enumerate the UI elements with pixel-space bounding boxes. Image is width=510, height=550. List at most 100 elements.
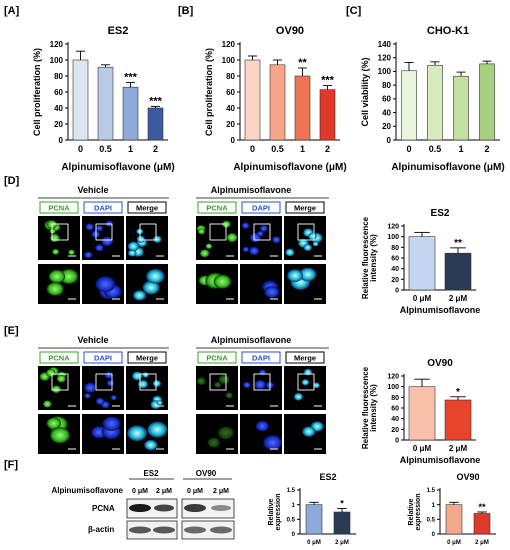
y-tick-label: 0.5 [287, 517, 296, 523]
x-tick-label: 0.5 [99, 144, 112, 154]
x-tick-label: 2 μM [335, 540, 349, 546]
cell-nucleus [110, 395, 117, 401]
y-tick-label: 0 [387, 136, 392, 145]
channel-label-box [241, 201, 281, 214]
zoom-region-marker [297, 373, 315, 391]
channel-label-box [197, 201, 237, 214]
y-tick-label: 20 [226, 120, 235, 129]
channel-label-box [83, 201, 123, 214]
x-axis-label: Alpinumisoflavone [400, 305, 481, 315]
y-tick-label: 20 [382, 122, 391, 131]
cell-nucleus [144, 439, 158, 451]
y-tick-label: 60 [382, 95, 391, 104]
panel-label-e: [E] [4, 325, 19, 337]
significance-mark: ** [478, 502, 486, 512]
cell-nucleus [254, 379, 266, 390]
x-tick-label: 2 [325, 144, 330, 154]
cell-nucleus [205, 243, 213, 249]
chart-title: OV90 [456, 472, 479, 482]
cell-nucleus [142, 280, 160, 295]
y-tick-label: 80 [391, 245, 399, 252]
chart-title: ES2 [431, 208, 450, 219]
bar [122, 86, 139, 141]
cell-nucleus [95, 276, 116, 293]
bar [444, 252, 472, 291]
channel-label: PCNA [48, 204, 70, 213]
y-tick-label: 20 [391, 277, 399, 284]
chart-title: ES2 [108, 25, 129, 37]
y-axis-label: expression [415, 494, 422, 531]
cell-nucleus [257, 230, 264, 237]
panel-label-f: [F] [4, 459, 18, 471]
bar [479, 63, 495, 141]
wb-band [129, 526, 151, 534]
cell-nucleus [146, 269, 165, 284]
channel-label: DAPI [252, 354, 270, 363]
cell-nucleus [142, 372, 149, 378]
cell-nucleus [242, 246, 249, 252]
panel-d-vehicle-label: Vehicle [77, 185, 108, 195]
bar [427, 64, 443, 141]
cell-nucleus [241, 222, 250, 229]
y-tick-label: 0 [395, 437, 399, 444]
channel-label: PCNA [206, 354, 228, 363]
x-axis-label: Alpinumisoflavone [400, 455, 481, 465]
cell-nucleus [128, 249, 137, 257]
cell-nucleus [84, 251, 93, 259]
y-tick-label: 120 [222, 40, 236, 49]
cell-nucleus [243, 381, 251, 389]
zoom-region-marker [51, 223, 69, 241]
y-axis-label: Cell viability (%) [360, 57, 370, 126]
channel-label-box [285, 201, 325, 214]
y-tick-label: 0 [59, 136, 64, 145]
wb-cellline-es2: ES2 [143, 469, 159, 478]
bar [444, 399, 472, 441]
y-tick-label: 0.5 [427, 517, 436, 523]
chart-f-ov90-expression: OV90 0 0.5 1 1.5 Relative expression 0 μM ** 2 μM [408, 472, 496, 546]
channel-label: Merge [136, 204, 158, 213]
x-tick-label: 0 [406, 144, 411, 154]
wb-blot-es2-pcna [126, 498, 178, 519]
cell-nucleus [51, 385, 61, 394]
cell-nucleus [197, 228, 205, 235]
cell-nucleus [259, 225, 268, 232]
panel-label-d: [D] [4, 175, 20, 187]
x-tick-label: 0 [250, 144, 255, 154]
channel-label: DAPI [94, 204, 112, 213]
panel-d-treated-label: Alpinumisoflavone [211, 185, 292, 195]
cell-nucleus [263, 435, 283, 451]
wb-blot-ov90-actin [181, 520, 235, 540]
wb-band [211, 505, 231, 511]
chart-f-es2-expression: ES2 0 0.5 1 1.5 Relative expression 0 μM * 2 μM [268, 472, 356, 546]
channel-label: Merge [136, 354, 158, 363]
cell-nucleus [218, 374, 230, 385]
y-tick-label: 1.5 [427, 488, 436, 494]
y-tick-label: 40 [382, 108, 391, 117]
cell-nucleus [272, 236, 281, 244]
bar [408, 236, 436, 291]
cell-nucleus [49, 233, 60, 243]
x-tick-label: 2 [153, 144, 158, 154]
wb-protein-pcna: PCNA [92, 504, 115, 513]
x-tick-label: 1 [128, 144, 133, 154]
channel-label-box [39, 201, 79, 214]
zoom-region-marker [253, 223, 271, 241]
x-tick-label: 2 [484, 144, 489, 154]
cell-nucleus [147, 421, 168, 438]
channel-label: DAPI [94, 354, 112, 363]
cell-nucleus [56, 374, 66, 383]
y-tick-label: 0 [292, 532, 296, 538]
panel-f-western-blot: ES2 OV90 Alpinumisoflavone 0 μM 2 μM 0 μ… [51, 469, 235, 540]
y-tick-label: 100 [387, 384, 399, 391]
channel-label-box [285, 351, 325, 364]
bar [305, 504, 323, 535]
cell-nucleus [95, 397, 105, 405]
chart-title: OV90 [427, 358, 453, 369]
significance-mark: * [340, 498, 344, 508]
chart-title: OV90 [276, 25, 304, 37]
y-tick-label: 60 [54, 88, 63, 97]
channel-label: PCNA [206, 204, 228, 213]
bar [97, 66, 114, 141]
cell-nucleus [225, 392, 233, 399]
chart-d-es2-fluorescence: ES2 0 20 40 60 80 100 120 Relative fluorescence i… [361, 208, 480, 315]
